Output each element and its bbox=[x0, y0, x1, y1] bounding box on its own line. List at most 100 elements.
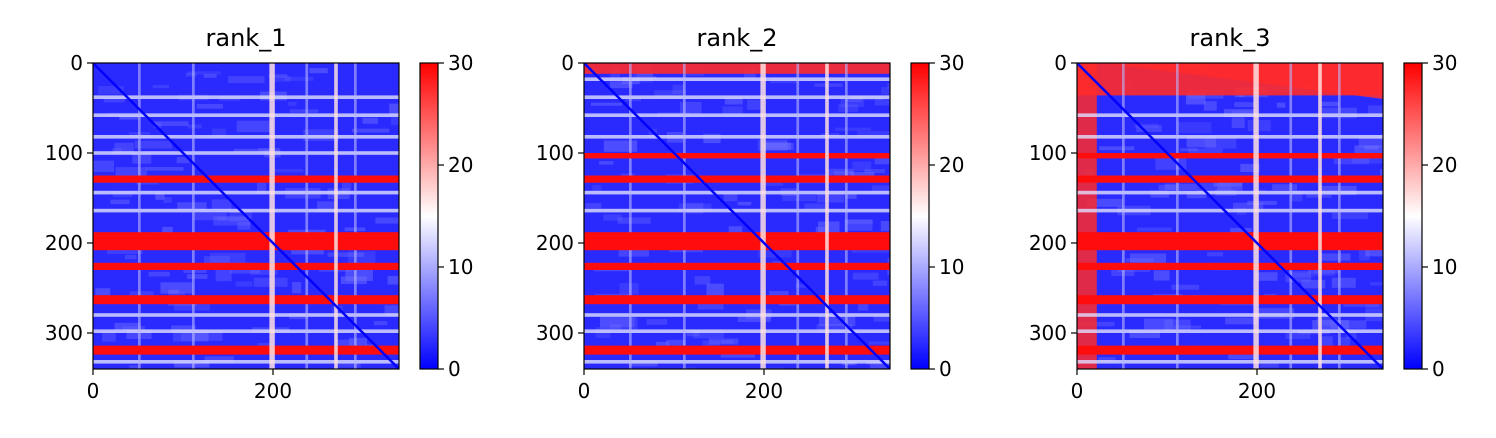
heatmap-texture bbox=[114, 322, 141, 330]
heatmap-light-band bbox=[584, 313, 890, 317]
heatmap-red-band bbox=[93, 295, 399, 305]
heatmap-texture bbox=[1125, 258, 1154, 263]
x-tick-label: 0 bbox=[578, 379, 591, 403]
colorbar bbox=[419, 62, 439, 370]
heatmap-texture bbox=[1354, 145, 1383, 155]
heatmap-texture bbox=[1164, 183, 1198, 190]
heatmap-texture bbox=[1247, 120, 1271, 132]
heatmap-light-band bbox=[1077, 135, 1383, 139]
y-tick-label: 100 bbox=[536, 141, 574, 165]
y-tick-label: 100 bbox=[45, 141, 83, 165]
heatmap-light-band bbox=[584, 77, 890, 81]
heatmap-texture bbox=[1352, 154, 1383, 164]
heatmap-texture bbox=[1339, 337, 1351, 349]
heatmap-texture bbox=[1223, 109, 1256, 117]
heatmap-pale-column bbox=[796, 63, 800, 369]
heatmap-texture bbox=[685, 367, 695, 369]
heatmap-texture bbox=[292, 282, 302, 294]
heatmap-texture bbox=[1321, 101, 1339, 107]
heatmap-texture bbox=[757, 139, 788, 151]
heatmap-texture bbox=[678, 203, 712, 212]
heatmap-top-band bbox=[584, 63, 890, 74]
heatmap-texture bbox=[840, 97, 865, 108]
heatmap-texture bbox=[603, 140, 638, 152]
heatmap-red-band bbox=[1077, 345, 1383, 355]
colorbar-tick-label: 20 bbox=[448, 153, 473, 177]
heatmap-texture bbox=[317, 201, 337, 212]
heatmap-red-band bbox=[584, 232, 890, 251]
heatmap-texture bbox=[114, 142, 134, 154]
heatmap-texture bbox=[1290, 190, 1303, 202]
chart-title: rank_3 bbox=[1190, 24, 1271, 52]
heatmap-texture bbox=[844, 219, 873, 231]
heatmap-white-column bbox=[269, 63, 275, 369]
heatmap-texture bbox=[1331, 212, 1369, 220]
heatmap-texture bbox=[838, 104, 859, 112]
heatmap-texture bbox=[193, 329, 223, 341]
heatmap-texture bbox=[1136, 125, 1162, 132]
heatmap-light-band bbox=[584, 135, 890, 139]
heatmap-texture bbox=[119, 116, 140, 120]
heatmap-red-band bbox=[1077, 153, 1383, 159]
heatmap-texture bbox=[168, 289, 179, 294]
heatmap-texture bbox=[1176, 122, 1212, 134]
heatmap-texture bbox=[804, 203, 826, 210]
heatmap-light-band bbox=[1077, 313, 1383, 317]
heatmap-texture bbox=[176, 157, 190, 164]
heatmap-texture bbox=[1203, 101, 1217, 111]
heatmap-red-band bbox=[1077, 262, 1383, 270]
heatmap-left-band bbox=[1077, 63, 1097, 369]
heatmap-texture bbox=[619, 283, 639, 295]
plot-frame bbox=[1076, 62, 1384, 370]
heatmap-texture bbox=[153, 121, 189, 126]
heatmap-texture bbox=[609, 81, 633, 89]
heatmap-texture bbox=[1365, 246, 1383, 257]
heatmap-texture bbox=[1099, 146, 1135, 151]
x-tick-label: 200 bbox=[745, 379, 783, 403]
heatmap-light-band bbox=[1077, 360, 1383, 364]
heatmap-texture bbox=[845, 194, 857, 199]
heatmap-pale-column bbox=[845, 63, 848, 369]
heatmap-red-band bbox=[93, 232, 399, 251]
heatmap-texture bbox=[155, 192, 165, 200]
heatmap-texture bbox=[737, 201, 752, 206]
heatmap-texture bbox=[737, 316, 771, 322]
y-tick-label: 0 bbox=[70, 51, 83, 75]
heatmap-pale-column bbox=[683, 63, 686, 369]
heatmap-texture bbox=[345, 269, 373, 282]
heatmap-texture bbox=[389, 103, 399, 116]
heatmap-texture bbox=[702, 340, 720, 347]
heatmap-texture bbox=[881, 87, 890, 95]
heatmap-texture bbox=[857, 131, 890, 139]
heatmap-white-column bbox=[334, 63, 338, 369]
heatmap-texture bbox=[237, 221, 251, 230]
heatmap-texture bbox=[880, 220, 890, 232]
heatmap-light-band bbox=[93, 208, 399, 213]
heatmap-texture bbox=[1098, 357, 1116, 362]
heatmap-texture bbox=[132, 153, 152, 164]
heatmap-texture bbox=[625, 97, 641, 102]
heatmap-light-band bbox=[93, 95, 399, 99]
heatmap-texture bbox=[825, 168, 854, 175]
heatmap-light-band bbox=[93, 135, 399, 139]
heatmap-texture bbox=[599, 161, 614, 165]
heatmap-texture bbox=[334, 339, 354, 347]
heatmap-texture bbox=[284, 76, 314, 81]
heatmap-texture bbox=[235, 281, 253, 287]
heatmap-pale-column bbox=[1338, 63, 1341, 369]
heatmap-pale-column bbox=[138, 63, 141, 369]
heatmap-pale-column bbox=[1176, 63, 1179, 369]
plot-frame bbox=[92, 62, 400, 370]
heatmap-texture bbox=[129, 291, 154, 300]
heatmap-red-band bbox=[1077, 232, 1383, 251]
heatmap-texture bbox=[122, 326, 145, 331]
heatmap-texture bbox=[874, 98, 890, 106]
heatmap-texture bbox=[846, 97, 862, 103]
heatmap-red-band bbox=[93, 175, 399, 183]
heatmap-texture bbox=[1316, 317, 1338, 326]
heatmap-texture bbox=[1171, 284, 1200, 290]
heatmap-red-band bbox=[93, 262, 399, 270]
heatmap-texture bbox=[1188, 148, 1223, 156]
colorbar-tick-label: 30 bbox=[939, 51, 964, 75]
colorbar-tick-label: 0 bbox=[1432, 357, 1445, 381]
